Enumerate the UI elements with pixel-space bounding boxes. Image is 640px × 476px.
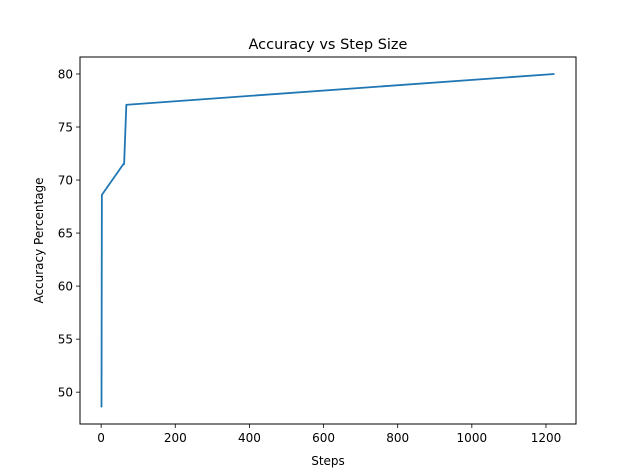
x-tick-label: 800 (386, 431, 409, 445)
data-point (101, 194, 103, 196)
chart-title: Accuracy vs Step Size (249, 37, 408, 53)
y-tick-label: 80 (58, 67, 73, 81)
data-point (123, 163, 125, 165)
x-axis-label: Steps (311, 454, 345, 468)
data-point (126, 104, 128, 106)
data-point (100, 406, 103, 408)
y-tick-label: 55 (58, 332, 73, 346)
y-tick-label: 70 (58, 173, 73, 187)
x-tick-label: 600 (312, 431, 335, 445)
data-point (553, 73, 555, 75)
y-ticks: 50 55 60 65 70 75 80 (58, 67, 80, 399)
x-tick-label: 1000 (457, 431, 488, 445)
plot-frame (79, 56, 577, 425)
x-tick-label: 1200 (531, 431, 562, 445)
data-points (100, 73, 555, 408)
x-tick-label: 400 (238, 431, 261, 445)
x-tick-label: 0 (97, 431, 105, 445)
plot-area (80, 57, 576, 424)
y-axis-label: Accuracy Percentage (32, 177, 46, 303)
y-tick-label: 60 (58, 279, 73, 293)
y-tick-label: 75 (58, 120, 73, 134)
x-ticks: 0 200 400 600 800 1000 1200 (97, 424, 561, 445)
x-tick-label: 200 (164, 431, 187, 445)
y-tick-label: 65 (58, 226, 73, 240)
y-tick-label: 50 (58, 385, 73, 399)
